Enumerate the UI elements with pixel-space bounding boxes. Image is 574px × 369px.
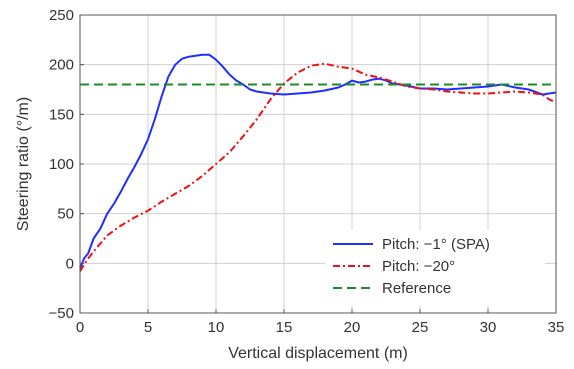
legend-label: Reference [382,280,451,297]
legend-label: Pitch: −20° [382,258,455,275]
x-tick-label: 25 [412,319,429,336]
series-line-pitch-1-spa [79,53,557,269]
x-tick-label: 15 [276,319,293,336]
y-tick-label: 200 [49,57,74,74]
x-tick-label: 10 [208,319,225,336]
x-tick-label: 35 [548,319,565,336]
y-tick-label: 100 [49,156,74,173]
x-axis-label: Vertical displacement (m) [228,345,408,362]
series-lines [79,53,557,272]
x-tick-label: 0 [76,319,84,336]
x-tick-label: 5 [144,319,152,336]
y-tick-label: 150 [49,106,74,123]
series-line-pitch-20 [79,62,557,272]
legend-label: Pitch: −1° (SPA) [382,236,490,253]
legend-box [325,230,545,306]
x-tick-label: 30 [480,319,497,336]
x-tick-label: 20 [344,319,361,336]
y-tick-label: −50 [49,305,74,322]
legend: Pitch: −1° (SPA) Pitch: −20° Reference [325,230,545,306]
y-tick-label: 0 [66,255,74,272]
y-tick-label: 50 [57,206,74,223]
y-axis-label: Steering ratio (°/m) [15,97,32,231]
y-tick-label: 250 [49,7,74,24]
